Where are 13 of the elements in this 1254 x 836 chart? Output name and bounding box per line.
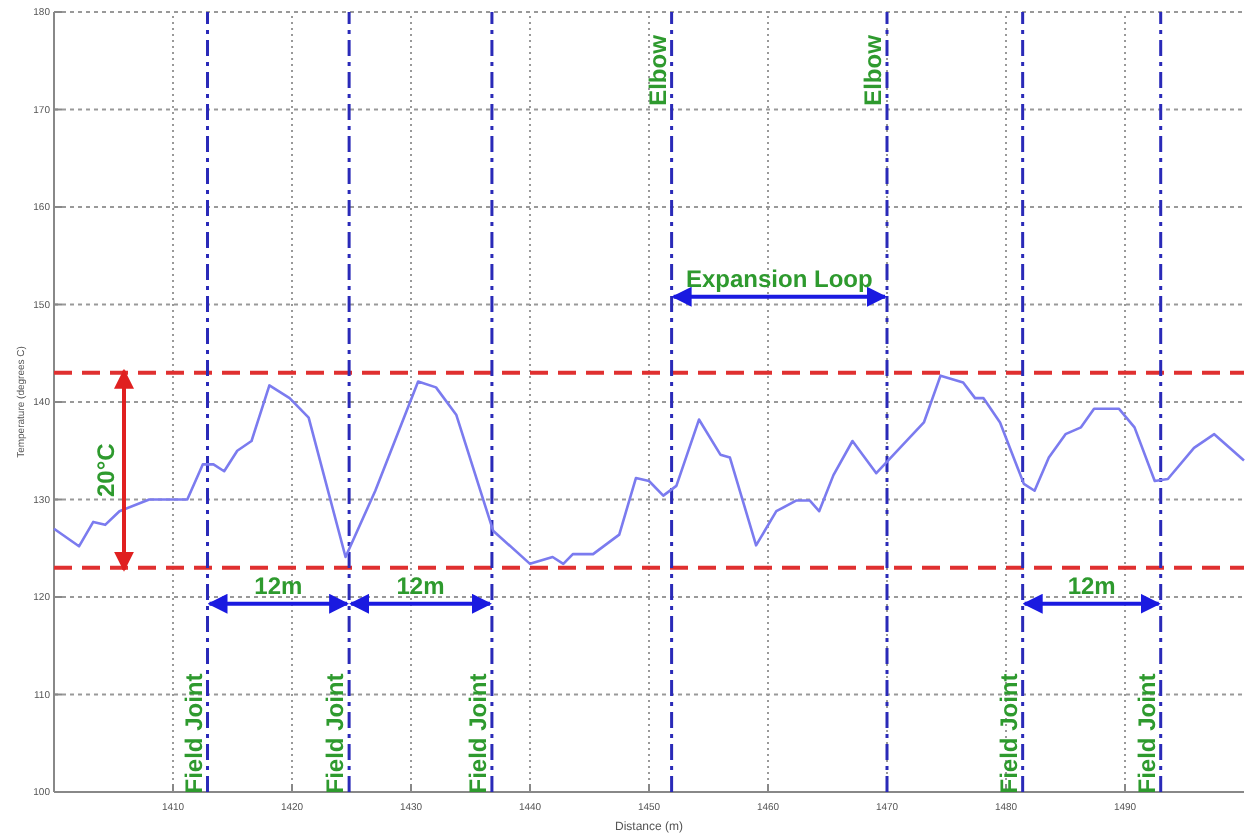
annotation: Field Joint: [179, 673, 208, 794]
annotation: Expansion Loop: [685, 264, 873, 293]
annotation: 12m: [1067, 571, 1116, 600]
annotation: Field Joint: [1132, 673, 1161, 794]
annotation: 12m: [396, 571, 445, 600]
annotation: 20°C: [92, 442, 120, 498]
annotation: 12m: [254, 571, 303, 600]
annotation: Elbow: [643, 33, 672, 106]
annotation: Field Joint: [994, 673, 1023, 794]
annotation: Elbow: [859, 33, 887, 106]
annotation: Field Joint: [321, 673, 350, 794]
annotation: Field Joint: [463, 673, 492, 794]
line-series: [52, 374, 1246, 566]
